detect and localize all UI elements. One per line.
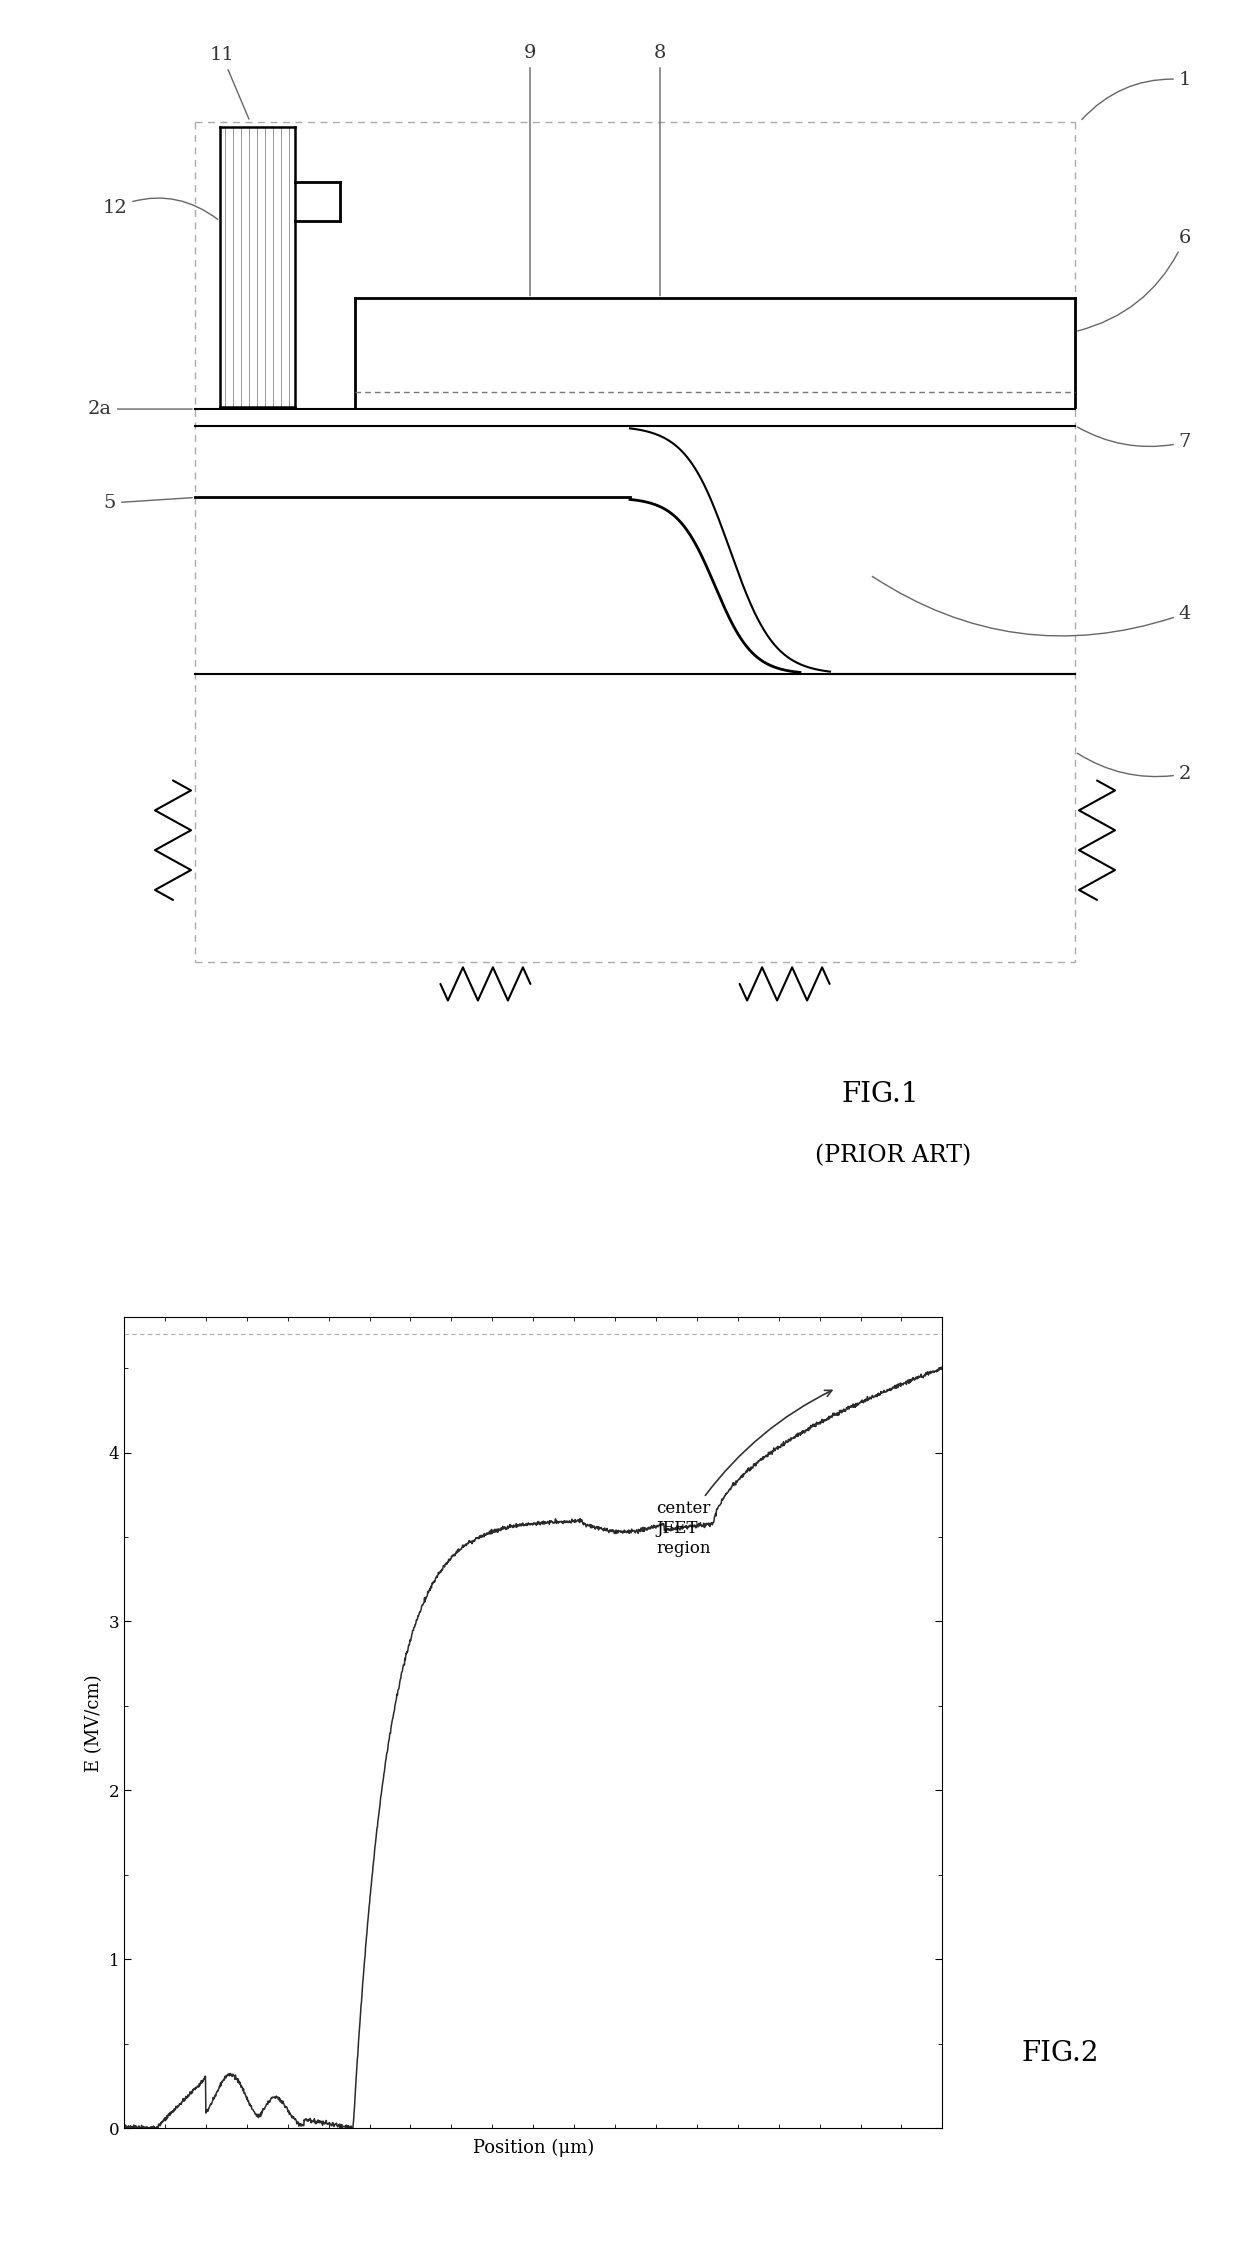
- Text: FIG.2: FIG.2: [1022, 2040, 1099, 2067]
- Text: 2: 2: [1078, 752, 1192, 784]
- Text: 7: 7: [1078, 428, 1192, 450]
- Text: 9: 9: [523, 45, 536, 295]
- Text: 4: 4: [872, 577, 1192, 635]
- X-axis label: Position (μm): Position (μm): [472, 2139, 594, 2157]
- Text: 2a: 2a: [88, 401, 192, 419]
- Y-axis label: E (MV/cm): E (MV/cm): [86, 1673, 103, 1772]
- Text: FIG.1: FIG.1: [841, 1081, 919, 1108]
- Text: center
JFET
region: center JFET region: [656, 1389, 832, 1556]
- Text: 1: 1: [1081, 70, 1192, 119]
- Text: 6: 6: [1078, 230, 1192, 331]
- Text: 11: 11: [210, 47, 249, 119]
- Text: (PRIOR ART): (PRIOR ART): [815, 1144, 971, 1167]
- Text: 8: 8: [653, 45, 666, 295]
- Text: 12: 12: [103, 198, 218, 218]
- Text: 5: 5: [104, 493, 192, 511]
